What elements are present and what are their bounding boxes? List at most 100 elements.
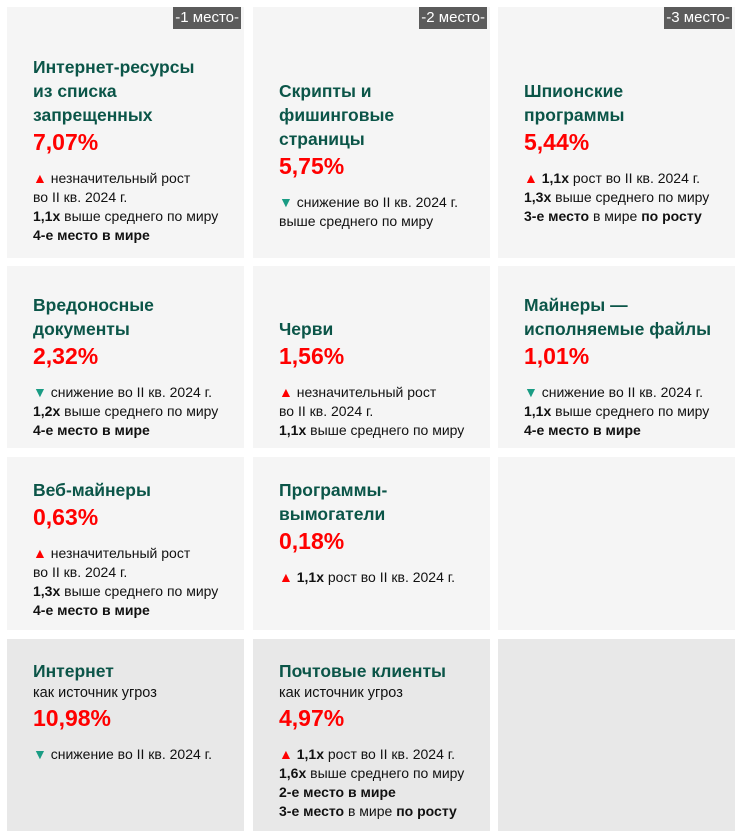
stat-text: выше среднего по миру (60, 208, 219, 224)
stat-text: в мире (344, 803, 397, 819)
stat-text: рост во II кв. 2024 г. (324, 569, 456, 585)
card-title: исполняемые файлы (524, 319, 712, 339)
stat-line: 4-е место в мире (33, 421, 244, 440)
stat-text: 4-е место в мире (33, 602, 150, 618)
stat-line: 4-е место в мире (33, 226, 244, 245)
stat-line: во II кв. 2024 г. (33, 188, 244, 207)
stat-text: выше среднего по миру (60, 583, 219, 599)
card-title: Программы- (279, 480, 388, 500)
card-title: страницы (279, 129, 365, 149)
arrow-up-icon: ▲ (33, 170, 47, 186)
stat-text: 1,3x (33, 583, 61, 599)
arrow-down-icon: ▼ (33, 384, 47, 400)
arrow-up-icon: ▲ (524, 170, 538, 186)
stat-text: незначительный рост (46, 170, 191, 186)
stat-text: 3-е место (524, 208, 590, 224)
stat-line: во II кв. 2024 г. (33, 563, 244, 582)
arrow-up-icon: ▲ (279, 746, 293, 762)
stat-text: 1,1x (537, 170, 569, 186)
arrow-up-icon: ▲ (279, 384, 293, 400)
rank-badge: -2 место- (419, 7, 487, 29)
stat-text: 1,1x (524, 403, 552, 419)
threat-card: Интернет как источник угроз 10,98% ▼ снижен… (7, 639, 244, 831)
card-title: Шпионские (524, 81, 624, 101)
stat-text: выше среднего по миру (60, 403, 219, 419)
card-title: Вредоносные (33, 295, 154, 315)
stat-text: незначительный рост (46, 545, 191, 561)
card-title: фишинговые (279, 105, 395, 125)
stat-text: 2-е место в мире (279, 784, 396, 800)
stat-text: снижение во II кв. 2024 г. (46, 384, 212, 400)
card-title: Веб-майнеры (33, 480, 151, 500)
threat-card: -3 место- Шпионские программы 5,44% ▲ 1,1x р… (498, 7, 735, 258)
percentage-value: 5,75% (279, 153, 345, 179)
stat-text: по росту (641, 208, 702, 224)
threat-card (498, 457, 735, 630)
card-title: документы (33, 319, 130, 339)
stat-line: 2-е место в мире (279, 783, 490, 802)
stat-text: в мире (589, 208, 642, 224)
stat-line: 3-е место в мире по росту (524, 207, 735, 226)
stat-text: рост во II кв. 2024 г. (569, 170, 701, 186)
percentage-value: 5,44% (524, 129, 590, 155)
stat-line: 1,6x выше среднего по миру (279, 764, 490, 783)
stat-text: снижение во II кв. 2024 г. (537, 384, 703, 400)
percentage-value: 0,18% (279, 528, 345, 554)
arrow-up-icon: ▲ (33, 545, 47, 561)
card-title: Интернет (33, 661, 114, 681)
stat-line: ▲ незначительный рост (33, 544, 244, 563)
threat-card: -1 место- Интернет-ресурсы из списка запрещ… (7, 7, 244, 258)
rank-badge: -1 место- (173, 7, 241, 29)
card-title: Майнеры — (524, 295, 628, 315)
card-subtitle: как источник угроз (279, 685, 403, 701)
stat-line: ▼ снижение во II кв. 2024 г. (524, 383, 735, 402)
percentage-value: 1,01% (524, 343, 590, 369)
threat-card: Черви 1,56% ▲ незначительный рост во II кв.… (253, 266, 490, 448)
stat-text: 4-е место в мире (524, 422, 641, 438)
rank-badge: -3 место- (664, 7, 732, 29)
percentage-value: 1,56% (279, 343, 345, 369)
percentage-value: 4,97% (279, 705, 345, 731)
arrow-down-icon: ▼ (33, 746, 47, 762)
stat-text: снижение во II кв. 2024 г. (46, 746, 212, 762)
stat-line: ▲ 1,1x рост во II кв. 2024 г. (524, 169, 735, 188)
stat-text: во II кв. 2024 г. (279, 403, 374, 419)
percentage-value: 0,63% (33, 504, 99, 530)
card-title: Почтовые клиенты (279, 661, 446, 681)
arrow-down-icon: ▼ (279, 194, 293, 210)
percentage-value: 10,98% (33, 705, 112, 731)
stat-text: 1,1x (292, 746, 324, 762)
arrow-up-icon: ▲ (279, 569, 293, 585)
card-title: Скрипты и (279, 81, 372, 101)
threat-card: Вредоносные документы 2,32% ▼ снижение во I… (7, 266, 244, 448)
stat-text: 4-е место в мире (33, 422, 150, 438)
card-title: вымогатели (279, 504, 386, 524)
stat-line: ▲ незначительный рост (279, 383, 490, 402)
threat-card: Веб-майнеры 0,63% ▲ незначительный рост во … (7, 457, 244, 630)
stat-line: выше среднего по миру (279, 212, 490, 231)
threat-card (498, 639, 735, 831)
stat-text: 3-е место (279, 803, 345, 819)
arrow-down-icon: ▼ (524, 384, 538, 400)
threat-card: Майнеры — исполняемые файлы 1,01% ▼ снижени… (498, 266, 735, 448)
card-subtitle: как источник угроз (33, 685, 157, 701)
stat-line: ▼ снижение во II кв. 2024 г. (279, 193, 490, 212)
percentage-value: 2,32% (33, 343, 99, 369)
stat-text: 1,3x (524, 189, 552, 205)
stat-line: во II кв. 2024 г. (279, 402, 490, 421)
stat-text: во II кв. 2024 г. (33, 564, 128, 580)
stat-line: 1,3x выше среднего по миру (524, 188, 735, 207)
stat-text: выше среднего по миру (306, 422, 465, 438)
stat-text: 1,1x (292, 569, 324, 585)
stat-line: 4-е место в мире (524, 421, 735, 440)
stat-line: ▲ 1,1x рост во II кв. 2024 г. (279, 568, 490, 587)
stat-line: 3-е место в мире по росту (279, 802, 490, 821)
stat-line: ▼ снижение во II кв. 2024 г. (33, 745, 244, 764)
stat-text: выше среднего по миру (306, 765, 465, 781)
threat-card: -2 место- Скрипты и фишинговые страницы 5,75… (253, 7, 490, 258)
stat-line: 1,1x выше среднего по миру (33, 207, 244, 226)
stat-line: 1,1x выше среднего по миру (524, 402, 735, 421)
stat-line: ▲ незначительный рост (33, 169, 244, 188)
stat-text: 1,2x (33, 403, 61, 419)
stat-text: выше среднего по миру (551, 189, 710, 205)
